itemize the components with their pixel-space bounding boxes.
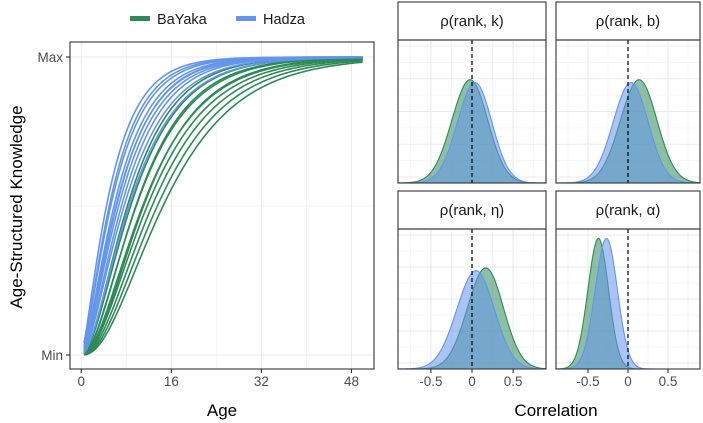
left-panel-curves (83, 56, 363, 356)
x-axis-title: Age (207, 401, 237, 420)
curve-bayaka (83, 57, 363, 356)
facet-x-tick-label: 0 (624, 374, 632, 389)
left-panel-ticks: 0 16 32 48 Min Max (37, 50, 359, 389)
curve-bayaka (83, 61, 363, 356)
curve-bayaka (83, 59, 363, 356)
facet-border (555, 39, 701, 184)
legend-label-hadza: Hadza (263, 12, 306, 28)
left-panel-border (69, 41, 375, 370)
facet-strip-label: ρ(rank, η) (440, 202, 504, 219)
facet-strip-label: ρ(rank, b) (596, 13, 660, 30)
legend-key-hadza (236, 16, 256, 21)
x-tick-label: 0 (78, 374, 86, 389)
legend-label-bayaka: BaYaka (157, 12, 208, 28)
legend: BaYaka Hadza (130, 12, 306, 28)
x-tick-label: 48 (344, 374, 359, 389)
facet-border (397, 39, 547, 184)
facet-strip (397, 190, 547, 230)
facet-strip (555, 1, 701, 41)
facet-panel-3: ρ(rank, η) -0.5 0 0.5 (397, 190, 547, 389)
y-tick-label: Max (37, 50, 63, 65)
facet-x-tick-label: 0.5 (659, 374, 678, 389)
facet-x-tick-label: -0.5 (419, 374, 442, 389)
curve-bayaka (83, 58, 363, 356)
x-tick-label: 16 (164, 374, 179, 389)
left-panel-background (70, 42, 374, 369)
facet-panels: ρ(rank, k) ρ(rank, b)ρ(rank, η)-0.5 0 0.5ρ(… (397, 1, 701, 389)
facet-strip-label: ρ(rank, k) (440, 13, 504, 30)
curve-hadza (83, 56, 363, 344)
facet-x-axis-title: Correlation (514, 401, 597, 420)
facet-strip (397, 1, 547, 41)
facet-panel-4: ρ(rank, α) -0.5 0 0.5 (555, 190, 701, 389)
facet-x-tick-label: 0 (468, 374, 476, 389)
facet-panel-1: ρ(rank, k) (397, 1, 547, 184)
facet-strip-label: ρ(rank, α) (596, 202, 661, 219)
curve-bayaka (83, 60, 363, 356)
y-tick-label: Min (41, 348, 63, 363)
legend-key-bayaka (130, 16, 150, 21)
left-panel: 0 16 32 48 Min Max Age-Structured Knowledge A… (7, 41, 375, 420)
facet-x-tick-label: 0.5 (504, 374, 523, 389)
y-axis-title: Age-Structured Knowledge (7, 105, 26, 308)
x-tick-label: 32 (254, 374, 269, 389)
facet-x-tick-label: -0.5 (576, 374, 599, 389)
facet-panel-2: ρ(rank, b) (555, 1, 701, 184)
